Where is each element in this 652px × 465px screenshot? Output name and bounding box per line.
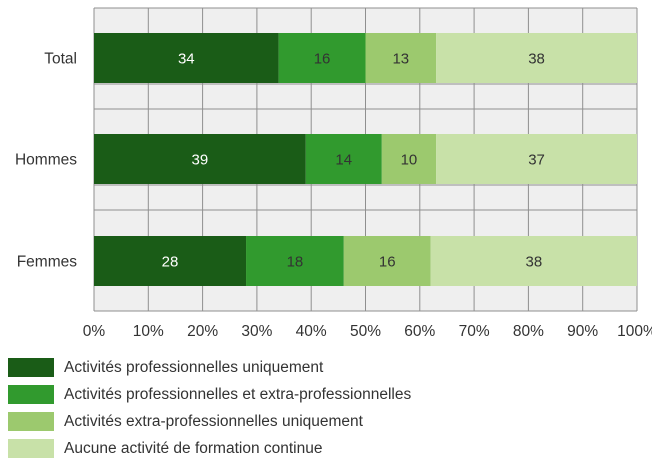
legend-swatch — [8, 412, 54, 431]
data-label: 37 — [528, 152, 545, 169]
data-label: 16 — [314, 51, 331, 68]
x-tick-label: 20% — [187, 323, 218, 340]
bar-segment — [436, 33, 637, 83]
legend-label: Activités professionnelles uniquement — [64, 359, 324, 376]
bar-segment — [94, 236, 247, 286]
legend-label: Aucune activité de formation continue — [64, 440, 323, 457]
data-label: 16 — [379, 254, 396, 271]
legend-label: Activités extra-professionnelles uniquem… — [64, 413, 363, 430]
bar-segment — [430, 236, 637, 286]
bar-segment — [94, 134, 306, 184]
data-label: 14 — [335, 152, 352, 169]
data-label: 38 — [528, 51, 545, 68]
bar-segment — [381, 134, 437, 184]
bar-segment — [343, 236, 431, 286]
x-tick-label: 80% — [513, 323, 544, 340]
x-tick-label: 0% — [83, 323, 106, 340]
category-label: Total — [44, 51, 77, 68]
bar-segment — [305, 134, 382, 184]
category-labels: Total Hommes Femmes — [15, 51, 77, 271]
category-label: Hommes — [15, 152, 77, 169]
data-label: 10 — [401, 152, 418, 169]
bars — [94, 33, 637, 286]
x-tick-label: 40% — [296, 323, 327, 340]
x-tick-label: 50% — [350, 323, 381, 340]
bar-segment — [278, 33, 366, 83]
x-tick-label: 30% — [241, 323, 272, 340]
x-tick-label: 10% — [133, 323, 164, 340]
legend-swatch — [8, 385, 54, 404]
bar-segment — [365, 33, 437, 83]
data-label: 13 — [392, 51, 409, 68]
data-label: 38 — [525, 254, 542, 271]
x-tick-label: 100% — [617, 323, 652, 340]
data-label: 39 — [192, 152, 209, 169]
bar-segment — [94, 33, 279, 83]
data-labels: 34 16 13 38 39 14 10 37 28 18 16 38 — [162, 51, 545, 271]
bar-segment — [436, 134, 637, 184]
x-tick-label: 90% — [567, 323, 598, 340]
data-label: 28 — [162, 254, 179, 271]
x-tick-labels: 0% 10% 20% 30% 40% 50% 60% 70% 80% 90% 100% — [83, 323, 652, 340]
data-label: 34 — [178, 51, 195, 68]
data-label: 18 — [287, 254, 304, 271]
category-label: Femmes — [17, 254, 78, 271]
x-tick-label: 70% — [459, 323, 490, 340]
legend-label: Activités professionnelles et extra-prof… — [64, 386, 412, 403]
legend-swatch — [8, 358, 54, 377]
legend-swatch — [8, 439, 54, 458]
bar-segment — [246, 236, 344, 286]
stacked-bar-chart: 34 16 13 38 39 14 10 37 28 18 16 38 Total Hommes Femm… — [15, 7, 652, 340]
x-tick-label: 60% — [404, 323, 435, 340]
